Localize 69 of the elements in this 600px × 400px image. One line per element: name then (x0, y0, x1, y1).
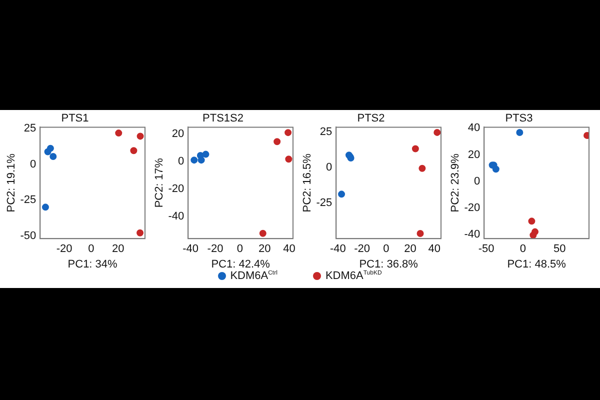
x-axis-title: PC1: 48.5% (507, 258, 566, 270)
point (190, 156, 198, 164)
x-tick-label: 20 (258, 243, 271, 256)
point (115, 130, 122, 137)
y-tick-label: -50 (20, 230, 36, 242)
y-tick-label: 0 (30, 158, 36, 170)
point (284, 129, 292, 136)
point (259, 230, 266, 237)
point (516, 129, 524, 136)
y-tick-label: -25 (316, 197, 332, 210)
x-tick-label: -40 (182, 243, 199, 256)
point (530, 232, 537, 239)
y-tick-label: 40 (468, 122, 480, 134)
y-tick-label: 25 (320, 126, 332, 138)
x-tick-label: 50 (554, 243, 566, 256)
y-axis-title: PC2: 23.9% (450, 153, 462, 212)
legend-label: KDM6A$^{Ctrl}$ (230, 270, 278, 282)
x-axis-title: PC1: 34% (68, 258, 118, 270)
point (198, 156, 205, 164)
x-tick-label: -20 (207, 243, 224, 256)
point (412, 145, 419, 152)
y-tick-label: -20 (464, 202, 480, 214)
y-axis-title: PC2: 16.5% (302, 153, 314, 212)
x-tick-label: 40 (283, 243, 296, 256)
y-tick-label: -20 (168, 183, 184, 196)
point (416, 230, 424, 237)
point (130, 147, 138, 154)
x-tick-label: -50 (478, 243, 494, 256)
point (338, 190, 346, 198)
point (285, 156, 292, 163)
y-tick-label: 20 (172, 128, 184, 140)
y-tick-label: 20 (468, 148, 480, 161)
x-tick-label: 0 (236, 243, 243, 256)
y-axis-title: PC2: 19.1% (6, 153, 18, 212)
point (274, 138, 281, 146)
point (492, 166, 500, 173)
point (42, 204, 49, 211)
x-tick-label: 0 (520, 243, 526, 256)
x-tick-label: -20 (56, 243, 72, 256)
y-tick-label: 25 (24, 122, 36, 135)
chart-title: PTS3 (505, 112, 533, 125)
chart-title: PTS1 (61, 112, 89, 125)
x-tick-label: -20 (354, 243, 370, 256)
y-tick-label: 0 (474, 175, 480, 188)
legend-label: KDM6A$^{TubKD}$ (325, 270, 382, 282)
point (136, 229, 144, 236)
x-tick-label: 20 (404, 243, 416, 256)
x-tick-label: 40 (428, 243, 440, 256)
y-tick-label: -25 (20, 194, 36, 206)
x-tick-label: 0 (88, 243, 94, 256)
chart-title: PTS1S2 (202, 112, 244, 125)
x-tick-label: 20 (112, 243, 124, 256)
point (418, 164, 426, 172)
y-axis-title: PC2: 17% (154, 158, 166, 208)
chart-title: PTS2 (357, 112, 385, 125)
point (202, 150, 210, 158)
point (44, 148, 52, 156)
point (434, 128, 441, 136)
y-tick-label: 0 (326, 162, 332, 174)
x-tick-label: -40 (330, 243, 346, 256)
y-tick-label: 0 (178, 156, 184, 168)
point (50, 152, 57, 160)
point (528, 218, 536, 225)
x-axis-title: PC1: 36.8% (359, 258, 418, 270)
y-tick-label: -40 (168, 210, 184, 223)
x-tick-label: 0 (383, 243, 390, 256)
point (136, 132, 144, 140)
x-axis-title: PC1: 42.4% (211, 258, 270, 270)
y-tick-label: -40 (464, 228, 480, 241)
